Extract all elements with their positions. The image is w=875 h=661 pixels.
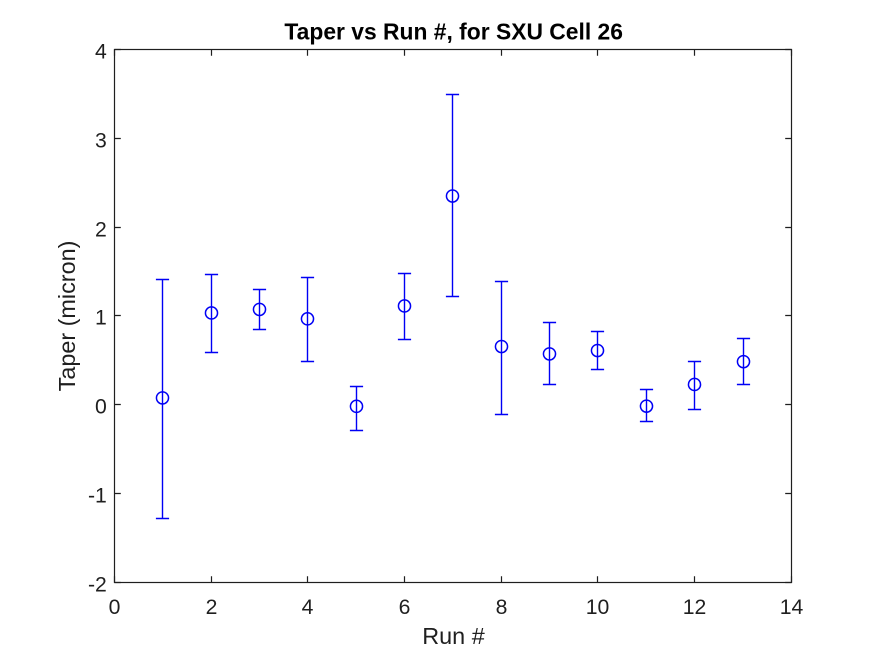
svg-text:-1: -1 (88, 484, 107, 507)
svg-text:Run #: Run # (422, 623, 484, 649)
svg-text:4: 4 (302, 596, 314, 619)
svg-text:Taper vs Run #, for SXU Cell 2: Taper vs Run #, for SXU Cell 26 (284, 18, 623, 44)
svg-text:1: 1 (95, 306, 107, 329)
svg-text:4: 4 (95, 40, 107, 63)
svg-text:0: 0 (95, 395, 107, 418)
svg-text:2: 2 (95, 218, 107, 241)
svg-text:12: 12 (683, 596, 707, 619)
svg-text:8: 8 (496, 596, 508, 619)
svg-text:0: 0 (109, 596, 121, 619)
svg-text:2: 2 (206, 596, 218, 619)
svg-text:14: 14 (780, 596, 804, 619)
svg-text:10: 10 (586, 596, 610, 619)
svg-text:6: 6 (399, 596, 411, 619)
svg-text:-2: -2 (88, 573, 107, 596)
svg-text:Taper (micron): Taper (micron) (54, 241, 80, 392)
svg-text:3: 3 (95, 129, 107, 152)
